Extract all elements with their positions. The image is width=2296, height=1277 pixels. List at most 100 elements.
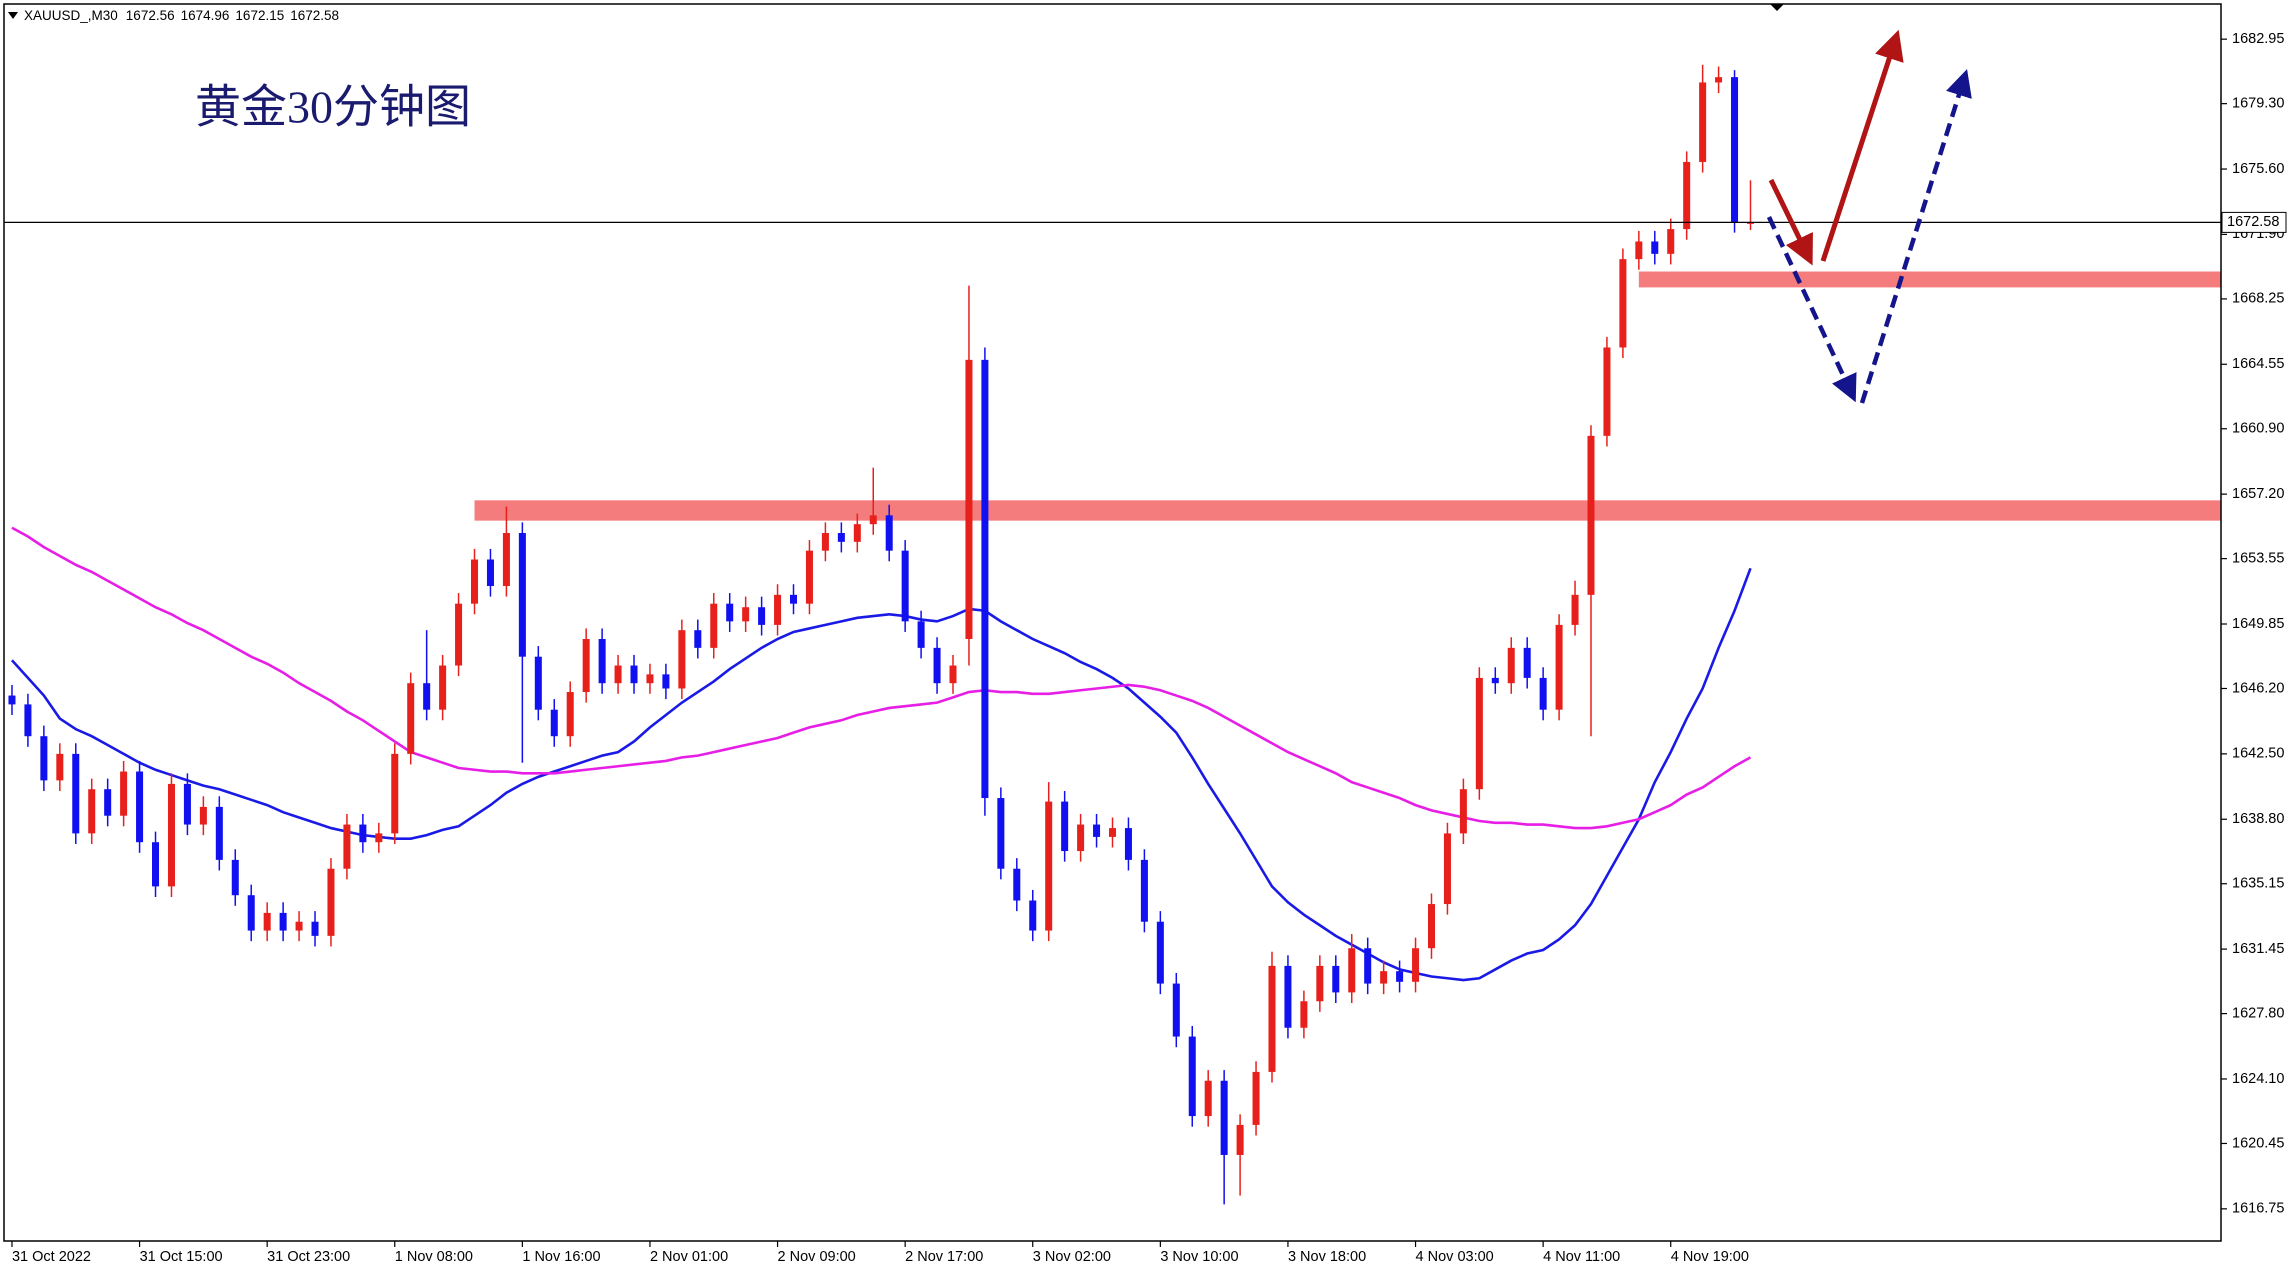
candle-body: [471, 559, 479, 604]
y-tick-label: 1679.30: [2232, 95, 2284, 111]
candle-body: [869, 515, 877, 525]
header: XAUUSD_,M30 1672.56 1674.96 1672.15 1672.58: [24, 8, 339, 23]
candle-body: [407, 683, 415, 754]
y-tick-label: 1627.80: [2232, 1005, 2284, 1021]
x-tick-label: 2 Nov 17:00: [905, 1249, 983, 1265]
y-tick-label: 1624.10: [2232, 1071, 2284, 1087]
candle-body: [152, 842, 160, 887]
candle-body: [1364, 948, 1372, 984]
candle-body: [1587, 435, 1595, 595]
candle-body: [1412, 948, 1420, 982]
header-icon: [8, 12, 18, 19]
y-tick-label: 1649.85: [2232, 616, 2284, 632]
candle-body: [1332, 965, 1340, 993]
candle-body: [1077, 824, 1085, 852]
candle-body: [1316, 965, 1324, 1002]
candle-body: [423, 683, 431, 710]
candle-body: [949, 665, 957, 684]
x-tick-label: 4 Nov 11:00: [1543, 1249, 1620, 1265]
candle-body: [1571, 594, 1579, 625]
candle-body: [1651, 241, 1659, 254]
candle-body: [789, 594, 798, 604]
plot-layer: [4, 64, 2221, 1205]
candle-body: [1300, 1001, 1308, 1028]
candle-body: [1619, 259, 1627, 348]
candle-body: [518, 533, 526, 657]
candle-body: [853, 524, 861, 542]
candle-body: [120, 771, 128, 816]
candle-body: [40, 736, 48, 781]
candle-body: [1172, 983, 1180, 1037]
x-tick-label: 3 Nov 18:00: [1288, 1249, 1366, 1265]
candle-body: [1236, 1124, 1244, 1155]
x-tick-label: 31 Oct 23:00: [267, 1249, 350, 1265]
x-tick-label: 31 Oct 15:00: [140, 1249, 223, 1265]
candle-body: [1459, 789, 1467, 834]
shift-marker: [1770, 4, 1784, 11]
candle-body: [359, 824, 367, 843]
x-tick-label: 1 Nov 16:00: [522, 1249, 600, 1265]
header-close: 1672.58: [290, 8, 339, 23]
y-tick-label: 1675.60: [2232, 161, 2284, 177]
candle-body: [8, 695, 16, 705]
arrow-down: [1768, 178, 1813, 266]
candle-body: [391, 753, 399, 834]
candle-body: [1396, 971, 1404, 982]
candle-body: [1491, 677, 1499, 684]
y-tick-label: 1664.55: [2232, 356, 2284, 372]
candle-body: [981, 359, 989, 799]
y-tick-label: 1653.55: [2232, 550, 2284, 566]
candle-body: [327, 868, 335, 936]
candle-body: [183, 783, 191, 825]
candle-body: [1220, 1080, 1228, 1155]
candle-body: [662, 674, 670, 689]
y-tick-label: 1642.50: [2232, 746, 2284, 762]
candle-body: [566, 692, 574, 737]
candle-body: [1746, 222, 1754, 224]
candle-body: [997, 798, 1005, 869]
candle-body: [614, 665, 622, 684]
candle-body: [1380, 971, 1388, 984]
candle-body: [311, 921, 319, 936]
candle-body: [646, 674, 654, 684]
x-tick-label: 3 Nov 02:00: [1033, 1249, 1111, 1265]
candle-body: [742, 607, 750, 622]
y-tick-label: 1620.45: [2232, 1135, 2284, 1151]
y-tick-label: 1646.20: [2232, 680, 2284, 696]
candle-body: [486, 559, 494, 587]
candle-body: [1029, 900, 1037, 931]
candle-body: [1731, 77, 1739, 223]
candle-body: [502, 533, 510, 587]
candle-body: [1635, 241, 1643, 260]
y-tick-label: 1638.80: [2232, 811, 2284, 827]
moving-average: [11, 567, 1752, 982]
x-tick-label: 1 Nov 08:00: [395, 1249, 473, 1265]
candle-body: [1204, 1080, 1212, 1117]
candle-body: [582, 639, 590, 693]
y-tick-label: 1616.75: [2232, 1201, 2284, 1217]
candle-body: [199, 806, 207, 825]
candle-body: [375, 833, 383, 843]
zone: [1638, 271, 2221, 288]
candle-body: [72, 753, 80, 834]
candle-body: [1013, 868, 1021, 901]
x-tick-label: 2 Nov 01:00: [650, 1249, 728, 1265]
candle-body: [1284, 965, 1292, 1028]
candle-body: [56, 753, 64, 781]
y-tick-label: 1682.95: [2232, 31, 2284, 47]
candle-body: [24, 704, 32, 737]
candle-body: [88, 789, 96, 834]
candle-body: [917, 621, 925, 648]
candle-body: [710, 603, 718, 648]
candle-body: [439, 665, 447, 710]
plot-frame: [3, 3, 2222, 1242]
current-price-box: [2221, 211, 2287, 233]
candle-body: [1507, 647, 1515, 684]
x-tick-label: 4 Nov 03:00: [1416, 1249, 1494, 1265]
candle-body: [1715, 77, 1723, 83]
candle-body: [455, 603, 463, 666]
candle-body: [678, 630, 686, 689]
